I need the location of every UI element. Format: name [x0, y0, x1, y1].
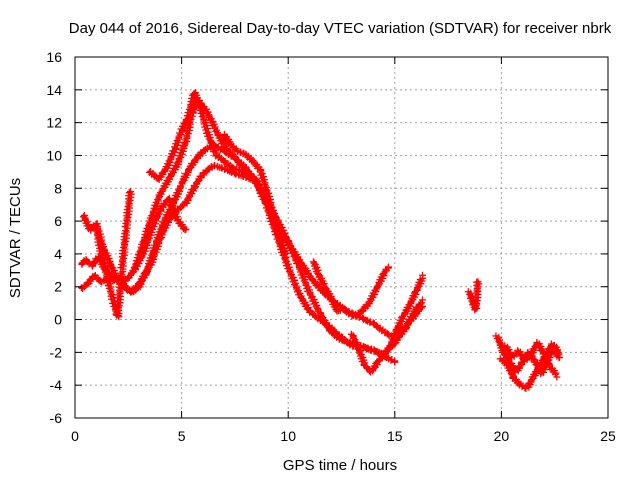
y-tick-label: 12: [46, 115, 62, 131]
series-arc-5: [146, 89, 254, 184]
data-point: [553, 373, 561, 381]
series-arc-9: [347, 271, 427, 376]
data-point: [124, 213, 132, 221]
grid: [75, 57, 608, 418]
chart-title: Day 044 of 2016, Sidereal Day-to-day VTE…: [69, 20, 612, 37]
data-point: [120, 243, 128, 251]
data-point: [124, 203, 132, 211]
data-point: [472, 289, 480, 297]
data-point: [399, 326, 407, 334]
data-point: [92, 227, 100, 235]
data-point: [196, 172, 204, 180]
data-point: [384, 263, 392, 271]
series-arc-7: [220, 130, 290, 261]
data-point: [419, 296, 427, 304]
series-arc-13: [501, 339, 561, 381]
y-tick-label: -2: [50, 344, 63, 360]
y-tick-label: 8: [54, 180, 62, 196]
x-tick-label: 5: [178, 428, 186, 444]
axis-ticks: 0 5 10 15 20 25 -6 -4 -2 0 2 4 6 8 10 12 14 16: [46, 49, 616, 444]
series-arc-10: [464, 278, 483, 314]
data-point: [118, 271, 126, 279]
x-tick-label: 0: [71, 428, 79, 444]
data-point: [185, 105, 193, 113]
data-point: [228, 151, 236, 159]
data-point: [95, 233, 103, 241]
y-tick-label: 4: [54, 246, 62, 262]
x-tick-label: 20: [494, 428, 510, 444]
y-axis-title: SDTVAR / TECUs: [7, 178, 24, 298]
y-tick-label: 14: [46, 82, 62, 98]
x-tick-label: 15: [387, 428, 403, 444]
data-point: [115, 302, 123, 310]
data-point: [117, 285, 125, 293]
data-point: [120, 254, 128, 262]
data-point: [555, 353, 563, 361]
data-point: [122, 237, 130, 245]
y-tick-label: 16: [46, 49, 62, 65]
data-point: [391, 358, 399, 366]
plot-frame: [74, 56, 609, 419]
data-point: [474, 278, 482, 286]
data-point: [122, 219, 130, 227]
data-point: [110, 276, 118, 284]
data-point: [113, 308, 121, 316]
data-point: [282, 253, 290, 261]
series-arc-8: [309, 258, 393, 320]
data-point: [198, 112, 206, 120]
data-point: [271, 212, 279, 220]
series-arc-6: [131, 194, 190, 273]
y-tick-label: -4: [50, 377, 63, 393]
data-points: [77, 89, 563, 392]
data-point: [123, 228, 131, 236]
data-point: [184, 130, 192, 138]
data-point: [419, 271, 427, 279]
data-point: [126, 196, 134, 204]
x-tick-label: 25: [600, 428, 616, 444]
data-point: [182, 225, 190, 233]
y-tick-label: 2: [54, 279, 62, 295]
x-tick-label: 10: [280, 428, 296, 444]
series-arc-4: [91, 188, 135, 321]
y-tick-label: -6: [50, 410, 63, 426]
data-point: [126, 188, 134, 196]
data-point: [118, 260, 126, 268]
data-point: [416, 300, 424, 308]
x-axis-title: GPS time / hours: [283, 457, 397, 474]
y-tick-label: 0: [54, 312, 62, 328]
data-point: [246, 171, 254, 179]
data-point: [125, 189, 133, 197]
data-point: [188, 99, 196, 107]
data-point: [265, 189, 273, 197]
y-tick-label: 6: [54, 213, 62, 229]
data-point: [182, 136, 190, 144]
data-point: [97, 277, 105, 285]
y-tick-label: 10: [46, 147, 62, 163]
